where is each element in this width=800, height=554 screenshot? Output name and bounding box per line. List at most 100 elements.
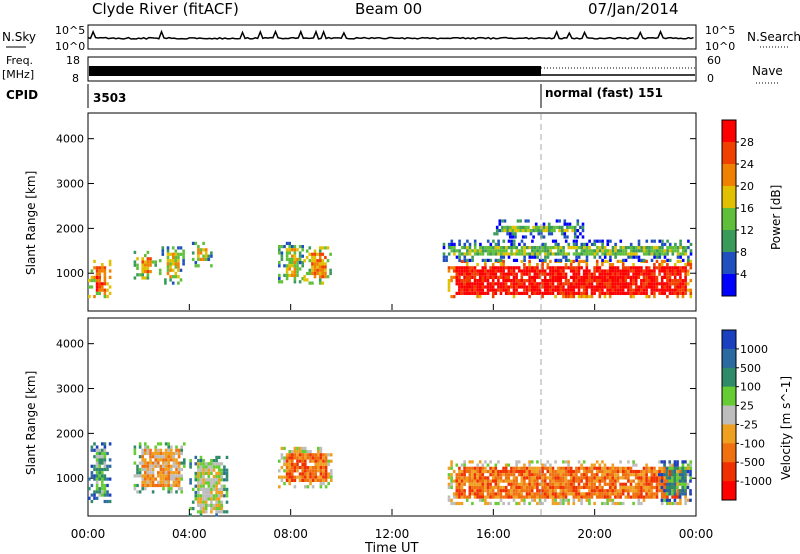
velocity-cell (309, 459, 312, 463)
velocity-cell (103, 464, 107, 468)
power-cell (585, 288, 589, 292)
velocity-cell (170, 471, 173, 475)
velocity-cell (159, 480, 163, 484)
power-cell (570, 246, 573, 250)
power-cell (465, 282, 469, 286)
power-cell (611, 275, 615, 279)
velocity-cell (189, 459, 192, 463)
velocity-cell (159, 451, 163, 456)
power-cell (543, 291, 547, 295)
velocity-cell (197, 487, 200, 491)
power-cell (144, 270, 147, 274)
velocity-cell (468, 495, 472, 499)
velocity-cell (157, 448, 160, 452)
power-cell (673, 272, 677, 276)
velocity-cell (497, 460, 500, 464)
power-cell (661, 252, 664, 256)
power-cell (169, 268, 172, 272)
velocity-cell (103, 458, 107, 462)
power-cell (90, 275, 94, 279)
power-cell (502, 252, 506, 256)
power-cell (546, 279, 550, 283)
power-cell (650, 249, 654, 253)
velocity-cell (606, 476, 609, 480)
velocity-cell (285, 478, 289, 482)
velocity-cell (673, 473, 677, 477)
power-cell (478, 282, 482, 286)
velocity-cell (523, 463, 526, 467)
velocity-cell (149, 461, 152, 465)
power-cell (660, 282, 664, 286)
velocity-cell (484, 460, 487, 464)
power-cell (541, 272, 544, 276)
power-cell (601, 269, 604, 273)
velocity-cell (634, 482, 638, 486)
power-cell (577, 252, 581, 256)
velocity-cell (212, 484, 216, 488)
velocity-cell (551, 479, 555, 483)
power-cell (575, 272, 578, 276)
velocity-cell (533, 466, 537, 470)
velocity-cell (460, 482, 464, 486)
power-cell (507, 291, 511, 295)
power-cell (686, 269, 690, 273)
power-cell (531, 252, 534, 256)
velocity-cell (301, 475, 304, 479)
power-cell (577, 275, 581, 279)
velocity-cell (141, 477, 144, 481)
power-cell (460, 266, 464, 270)
power-cell (611, 252, 615, 256)
velocity-cell (650, 466, 654, 470)
velocity-cell (280, 456, 284, 460)
power-cell (588, 239, 591, 243)
velocity-cell (220, 468, 224, 472)
power-cell (569, 288, 573, 292)
power-cell (671, 291, 674, 295)
velocity-cell (146, 477, 150, 481)
velocity-cell (468, 473, 472, 477)
velocity-cell (491, 469, 495, 474)
velocity-cell (499, 485, 503, 490)
velocity-cell (588, 482, 591, 486)
power-cell (523, 258, 526, 262)
velocity-cell (588, 485, 591, 490)
velocity-cell (210, 487, 213, 491)
power-cell (158, 259, 162, 263)
velocity-cell (569, 485, 573, 490)
velocity-cell (103, 451, 107, 456)
power-cell (567, 288, 570, 292)
power-cell (463, 252, 467, 256)
power-cell (611, 263, 615, 267)
power-cell (577, 246, 581, 250)
velocity-cell (471, 476, 474, 480)
x-tick-label: 16:00 (476, 527, 511, 541)
power-cell (650, 282, 654, 286)
velocity-cell (217, 455, 221, 459)
velocity-cell (572, 473, 576, 477)
velocity-cell (598, 485, 602, 490)
power-cell (468, 252, 472, 256)
power-cell (564, 291, 568, 295)
velocity-cell (606, 489, 609, 493)
power-cell (681, 291, 685, 295)
power-cell (101, 269, 104, 273)
velocity-cell (212, 478, 216, 482)
velocity-cell (460, 492, 464, 496)
velocity-cell (580, 495, 583, 499)
power-cell (471, 249, 474, 253)
velocity-cell (283, 446, 286, 450)
velocity-cell (301, 459, 304, 463)
velocity-cell (538, 498, 542, 502)
velocity-cell (499, 476, 503, 480)
velocity-cell (167, 464, 170, 468)
velocity-cell (468, 485, 472, 490)
power-cell (616, 269, 620, 273)
power-cell (590, 282, 594, 286)
velocity-cell (660, 466, 664, 470)
power-cell (671, 288, 674, 292)
power-cell (486, 269, 490, 273)
velocity-cell (101, 455, 104, 459)
velocity-cell (141, 448, 144, 452)
power-cell (549, 249, 552, 253)
power-cell (479, 252, 482, 256)
